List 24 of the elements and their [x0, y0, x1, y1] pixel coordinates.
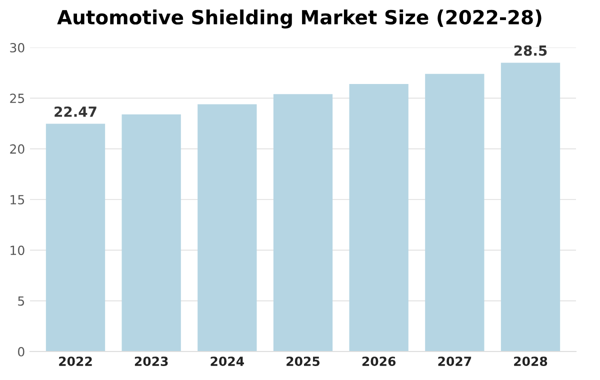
- bar: [122, 114, 181, 352]
- x-tick-label: 2025: [286, 356, 320, 366]
- y-tick-label: 15: [10, 195, 24, 204]
- x-tick-label: 2027: [438, 356, 472, 366]
- bar: [273, 94, 333, 352]
- x-tick-label: 2024: [210, 356, 244, 366]
- bar: [425, 74, 484, 352]
- y-tick-label: 20: [10, 144, 24, 154]
- bar: [500, 62, 560, 352]
- chart-title: Automotive Shielding Market Size (2022-28): [57, 10, 542, 28]
- x-tick-label: 2028: [514, 356, 548, 366]
- y-tick-label: 25: [10, 94, 24, 104]
- y-tick-label: 5: [18, 296, 24, 306]
- x-tick-label: 2022: [59, 356, 92, 366]
- x-tick-label: 2023: [134, 356, 168, 366]
- bar: [198, 104, 257, 352]
- y-tick-label: 30: [10, 42, 24, 52]
- x-tick-label: 2026: [362, 356, 396, 366]
- bar: [349, 84, 408, 352]
- data-label: 28.5: [514, 45, 547, 56]
- data-label: 22.47: [54, 106, 96, 117]
- bar: [46, 124, 106, 352]
- y-tick-label: 10: [10, 246, 24, 256]
- y-tick-label: 0: [18, 346, 24, 356]
